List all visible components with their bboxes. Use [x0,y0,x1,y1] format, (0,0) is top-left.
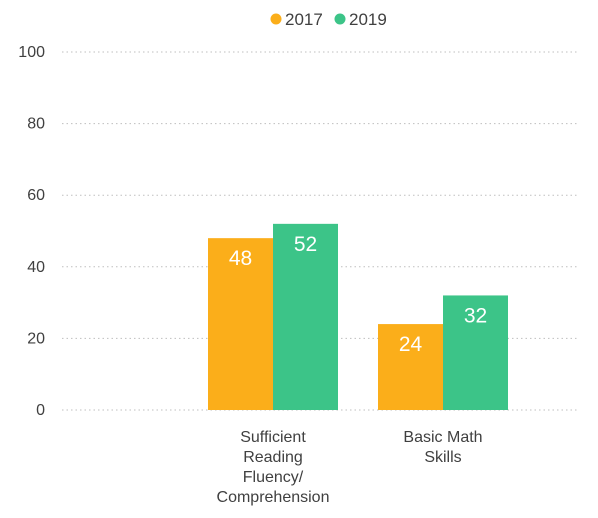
y-tick-label: 20 [27,330,45,347]
data-label: 24 [399,333,423,356]
x-axis-category-labels: Sufficient Reading Fluency/Comprehension Ba… [217,429,483,506]
bar-2019-0 [273,223,338,410]
y-tick-label: 40 [27,259,45,276]
legend: 2017 2019 [270,10,387,29]
y-tick-label: 0 [36,402,45,419]
y-axis-tick-labels: 0 20 40 60 80 100 [18,44,45,419]
legend-label-2019: 2019 [349,10,387,29]
x-category-label: Sufficient Reading Fluency/Comprehension [217,429,330,506]
data-label: 48 [229,247,252,270]
bars [208,223,508,410]
bar-2017-1 [378,324,443,410]
data-label: 52 [294,233,317,256]
y-tick-label: 60 [27,187,45,204]
legend-label-2017: 2017 [285,10,323,29]
data-labels: 48 24 52 32 [229,233,487,356]
x-category-label: Basic Math Skills [403,429,482,466]
y-tick-label: 100 [18,44,45,61]
legend-swatch-2019 [334,13,346,25]
bar-2019-1 [443,295,508,410]
y-tick-label: 80 [27,116,45,133]
bar-2017-0 [208,238,273,410]
data-label: 32 [464,304,487,327]
legend-swatch-2017 [270,13,282,25]
